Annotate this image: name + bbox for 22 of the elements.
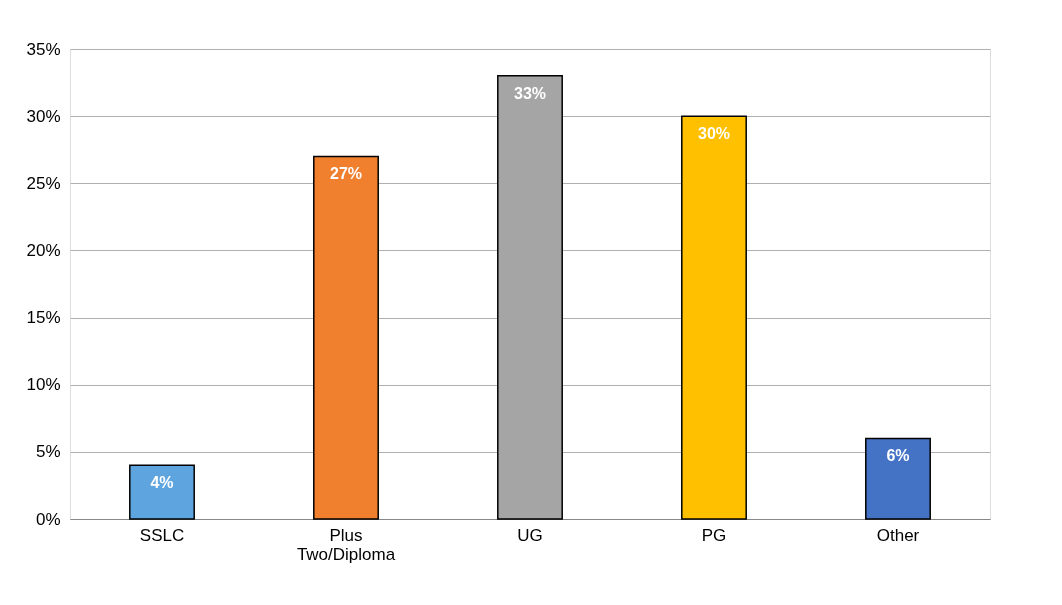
bar — [129, 464, 195, 520]
y-tick-label: 30% — [26, 106, 61, 126]
x-tick-label: UG — [517, 525, 543, 545]
data-label: 27% — [329, 165, 363, 183]
bar — [865, 437, 931, 520]
y-tick-label: 0% — [35, 509, 61, 529]
x-tick-label: PG — [701, 525, 727, 545]
y-tick-label: 5% — [35, 442, 61, 462]
data-label: 6% — [886, 447, 910, 465]
x-tick-label: Plus Two/Diploma — [296, 525, 396, 564]
bar — [681, 115, 747, 520]
data-label: 33% — [513, 84, 547, 102]
data-label: 4% — [150, 474, 174, 492]
x-tick-label: Other — [876, 525, 920, 545]
data-label: 30% — [697, 125, 731, 143]
y-tick-label: 35% — [26, 39, 61, 59]
y-tick-label: 20% — [26, 240, 61, 260]
y-tick-label: 25% — [26, 173, 61, 193]
y-tick-label: 10% — [26, 375, 61, 395]
x-tick-label: SSLC — [139, 525, 185, 545]
bar — [313, 155, 379, 520]
y-tick-label: 15% — [26, 308, 61, 328]
